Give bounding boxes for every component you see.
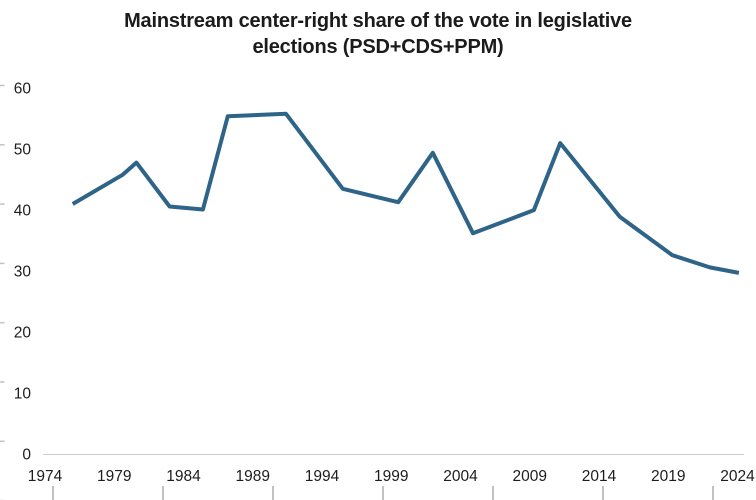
y-tick-label: 0 [22, 447, 31, 464]
vote-share-line [71, 111, 740, 275]
x-tick-label: 1979 [97, 468, 131, 485]
y-tick-label: 10 [14, 386, 32, 403]
y-tick-label: 30 [14, 264, 32, 281]
y-tick-label: 60 [14, 81, 32, 98]
y-tick-label: 40 [14, 203, 32, 220]
x-tick-label: 2009 [513, 468, 547, 485]
y-tick-label: 50 [14, 142, 32, 159]
x-tick-label: 1989 [236, 468, 270, 485]
chart-title: Mainstream center-right share of the vot… [0, 8, 756, 60]
x-tick-label: 1994 [305, 468, 340, 485]
x-tick-label: 1984 [166, 468, 201, 485]
x-tick-label: 2004 [443, 468, 478, 485]
x-tick-label: 2024 [720, 468, 755, 485]
y-tick-label: 20 [14, 325, 32, 342]
x-tick-label: 2019 [651, 468, 685, 485]
x-tick-label: 1999 [374, 468, 408, 485]
chart-title-line-1: Mainstream center-right share of the vot… [124, 10, 632, 32]
x-tick-label: 1974 [28, 468, 63, 485]
chart-title-line-2: elections (PSD+CDS+PPM) [252, 36, 504, 58]
x-tick-label: 2014 [582, 468, 617, 485]
